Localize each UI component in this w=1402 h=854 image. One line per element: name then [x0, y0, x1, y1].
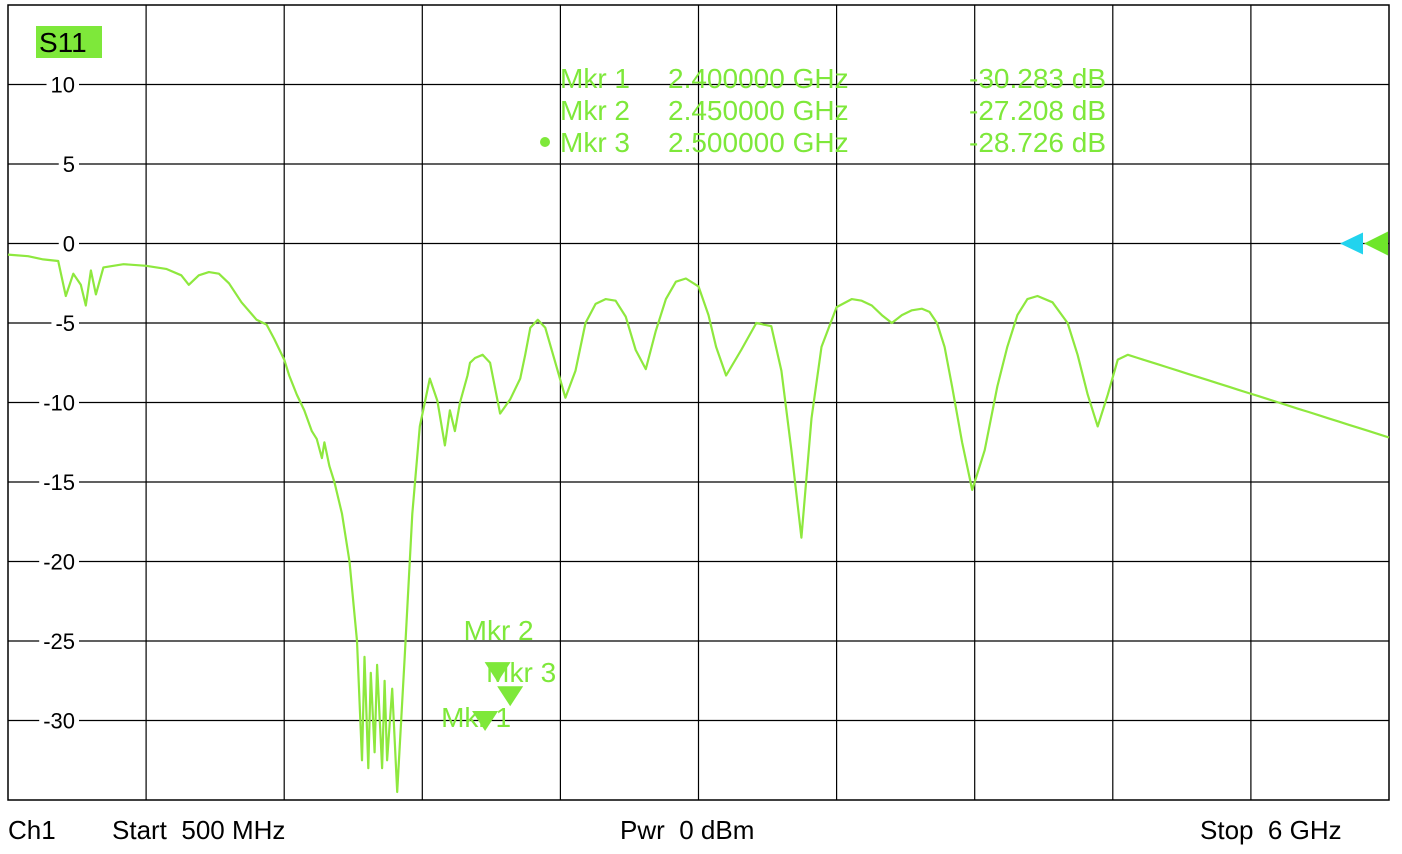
y-tick-label: -15: [43, 470, 75, 495]
marker-triangle[interactable]: [472, 710, 499, 731]
stop-frequency[interactable]: Stop 6 GHz: [1200, 815, 1342, 845]
marker-row-frequency: 2.400000 GHz: [668, 63, 849, 94]
y-tick-label-background: [39, 389, 79, 416]
marker-group: Mkr 1 Mkr 2 Mkr 3: [441, 615, 556, 733]
trace-title-badge[interactable]: S11: [36, 26, 102, 58]
marker-row-label: Mkr 2: [560, 95, 630, 126]
marker-tag: Mkr 2: [464, 615, 534, 646]
y-tick-label-background: [58, 230, 79, 257]
marker-row-value: -27.208 dB: [969, 95, 1106, 126]
y-tick-label-background: [39, 628, 79, 654]
s11-trace-group: [7, 253, 1390, 794]
y-tick-label-background: [46, 71, 79, 98]
reference-level-arrow-cyan[interactable]: [1340, 232, 1363, 255]
y-tick-label: -10: [43, 391, 75, 416]
y-tick-label-background: [58, 151, 79, 177]
active-marker-dot: [540, 137, 550, 147]
marker-tag: Mkr 1: [441, 702, 511, 733]
y-tick-label-background: [39, 548, 79, 575]
y-tick-label: -5: [55, 311, 75, 336]
s11-trace: [7, 253, 1390, 794]
y-tick-label: 5: [63, 152, 75, 177]
y-tick-label: -30: [43, 709, 75, 734]
reference-level-markers: [1340, 231, 1388, 256]
power-level[interactable]: Pwr 0 dBm: [620, 815, 755, 845]
y-tick-label-background: [39, 469, 79, 495]
marker-row-value: -30.283 dB: [969, 63, 1106, 94]
trace-title-background: [36, 26, 102, 58]
marker-row-frequency: 2.450000 GHz: [668, 95, 849, 126]
reference-level-arrow-green[interactable]: [1364, 231, 1388, 256]
marker-row-label: Mkr 1: [560, 63, 630, 94]
y-tick-label-background: [51, 310, 79, 336]
marker-row-frequency: 2.500000 GHz: [668, 127, 849, 158]
marker-tag: Mkr 3: [486, 657, 556, 688]
channel-label: Ch1: [8, 815, 56, 845]
y-tick-label: 10: [51, 73, 75, 98]
chart-grid: [7, 4, 1390, 801]
trace-title: S11: [39, 27, 87, 58]
marker-table: Mkr 1 2.400000 GHz -30.283 dB Mkr 2 2.450000…: [540, 63, 1106, 158]
y-tick-label: -25: [43, 629, 75, 654]
marker-triangle[interactable]: [484, 662, 511, 683]
marker-triangle[interactable]: [497, 686, 524, 707]
marker-row-value: -28.726 dB: [969, 127, 1106, 158]
y-tick-label-background: [39, 707, 79, 734]
marker-row-label: Mkr 3: [560, 127, 630, 158]
y-tick-label: 0: [63, 232, 75, 257]
y-tick-label: -20: [43, 550, 75, 575]
start-frequency[interactable]: Start 500 MHz: [112, 815, 286, 845]
y-axis-ticks: 10 5 0 -5 -10 -15 -20 -25 -30: [39, 71, 79, 734]
